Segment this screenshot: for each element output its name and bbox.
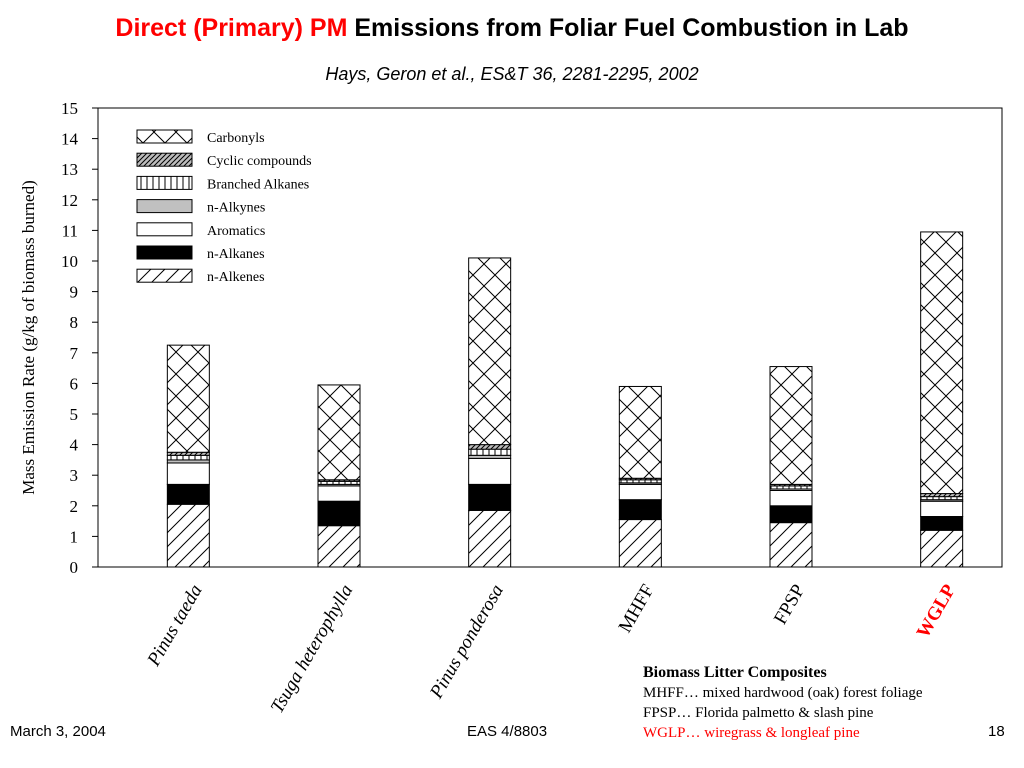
y-tick-label: 6 bbox=[70, 374, 79, 393]
bar-mhff-n-alkenes bbox=[618, 519, 662, 568]
y-tick-label: 7 bbox=[70, 344, 79, 363]
bar-pinus-ponderosa-branched-alkanes bbox=[468, 448, 512, 456]
y-tick-label: 14 bbox=[61, 130, 79, 149]
bar-pinus-taeda-branched-alkanes bbox=[166, 454, 210, 461]
composites-heading: Biomass Litter Composites bbox=[643, 664, 827, 681]
legend-label-n-alkanes: n-Alkanes bbox=[207, 247, 265, 262]
bar-pinus-taeda-carbonyls bbox=[166, 344, 210, 453]
y-tick-label: 11 bbox=[62, 221, 78, 240]
y-tick-label: 9 bbox=[70, 283, 79, 302]
y-axis-label: Mass Emission Rate (g/kg of biomass burn… bbox=[19, 180, 38, 494]
y-tick-label: 0 bbox=[70, 558, 79, 577]
bar-pinus-ponderosa-carbonyls bbox=[468, 257, 512, 446]
y-tick-label: 2 bbox=[70, 497, 79, 516]
slide-subtitle: Hays, Geron et al., ES&T 36, 2281-2295, … bbox=[325, 64, 699, 84]
legend-swatch-n-alkenes bbox=[136, 268, 193, 283]
y-tick-label: 13 bbox=[61, 160, 78, 179]
legend-swatch-cyclic-compounds bbox=[136, 152, 193, 167]
bar-fpsp-n-alkenes bbox=[769, 522, 813, 568]
bar-tsuga-heterophylla-carbonyls bbox=[317, 384, 361, 481]
bar-tsuga-heterophylla-aromatics bbox=[317, 485, 361, 502]
bar-fpsp-n-alkanes bbox=[769, 505, 813, 524]
composites-line-mhff: MHFF… mixed hardwood (oak) forest foliag… bbox=[643, 685, 923, 701]
x-tick-label-tsuga-heterophylla: Tsuga heterophylla bbox=[267, 581, 358, 717]
bar-mhff-n-alkanes bbox=[618, 499, 662, 521]
x-tick-label-fpsp: FPSP bbox=[770, 581, 809, 628]
x-tick-label-pinus-taeda: Pinus taeda bbox=[143, 581, 207, 671]
bars-layer bbox=[166, 231, 964, 568]
bar-pinus-ponderosa-cyclic-compounds bbox=[468, 444, 512, 450]
y-tick-label: 8 bbox=[70, 313, 79, 332]
y-tick-label: 15 bbox=[61, 99, 78, 118]
y-tick-label: 5 bbox=[70, 405, 79, 424]
bar-wglp-aromatics bbox=[920, 500, 964, 518]
legend: Carbonyls Cyclic compounds Branched Alkane… bbox=[136, 129, 312, 285]
bar-wglp-n-alkanes bbox=[920, 516, 964, 531]
bar-wglp-n-alkenes bbox=[920, 529, 964, 568]
x-tick-label-wglp: WGLP bbox=[913, 581, 960, 642]
legend-label-n-alkenes: n-Alkenes bbox=[207, 270, 265, 285]
y-tick-label: 3 bbox=[70, 466, 79, 485]
bar-pinus-taeda-n-alkenes bbox=[166, 503, 210, 568]
footer-page-number: 18 bbox=[988, 723, 1005, 740]
slide-title-highlight: Direct (Primary) PM bbox=[115, 14, 348, 42]
y-tick-label: 4 bbox=[70, 436, 79, 455]
legend-swatch-n-alkynes bbox=[136, 199, 193, 214]
legend-swatch-n-alkanes bbox=[136, 245, 193, 260]
legend-label-carbonyls: Carbonyls bbox=[207, 131, 265, 146]
slide-title-rest: Emissions from Foliar Fuel Combustion in… bbox=[347, 14, 909, 42]
bar-tsuga-heterophylla-n-alkenes bbox=[317, 525, 361, 568]
y-tick-label: 10 bbox=[61, 252, 78, 271]
y-tick-label: 1 bbox=[70, 527, 79, 546]
footer-course: EAS 4/8803 bbox=[467, 723, 548, 740]
legend-label-n-alkynes: n-Alkynes bbox=[207, 201, 265, 216]
bar-tsuga-heterophylla-n-alkanes bbox=[317, 500, 361, 527]
composites-line-fpsp: FPSP… Florida palmetto & slash pine bbox=[643, 705, 874, 721]
bar-fpsp-aromatics bbox=[769, 490, 813, 507]
slide-title: Direct (Primary) PM Emissions from Folia… bbox=[0, 14, 1024, 43]
legend-label-branched-alkanes: Branched Alkanes bbox=[207, 177, 309, 192]
y-tick-label: 12 bbox=[61, 191, 78, 210]
footer-date: March 3, 2004 bbox=[10, 723, 106, 740]
bar-pinus-ponderosa-aromatics bbox=[468, 457, 512, 485]
legend-label-cyclic-compounds: Cyclic compounds bbox=[207, 154, 312, 169]
legend-label-aromatics: Aromatics bbox=[207, 224, 265, 239]
legend-swatch-carbonyls bbox=[136, 129, 193, 144]
bar-pinus-ponderosa-n-alkenes bbox=[468, 509, 512, 568]
x-tick-label-mhff: MHFF bbox=[615, 581, 659, 636]
bar-pinus-taeda-n-alkanes bbox=[166, 483, 210, 505]
bar-wglp-carbonyls bbox=[920, 231, 964, 495]
bar-mhff-carbonyls bbox=[618, 385, 662, 479]
composites-line-wglp: WGLP… wiregrass & longleaf pine bbox=[643, 725, 860, 741]
legend-swatch-aromatics bbox=[136, 222, 193, 237]
bar-mhff-aromatics bbox=[618, 483, 662, 501]
bar-pinus-taeda-aromatics bbox=[166, 462, 210, 485]
plot-frame bbox=[97, 107, 1003, 568]
composites-note: Biomass Litter Composites MHFF… mixed ha… bbox=[643, 663, 923, 743]
bar-fpsp-carbonyls bbox=[769, 366, 813, 485]
bar-pinus-ponderosa-n-alkanes bbox=[468, 483, 512, 511]
legend-swatch-branched-alkanes bbox=[136, 175, 193, 190]
x-tick-label-pinus-ponderosa: Pinus ponderosa bbox=[426, 581, 508, 703]
